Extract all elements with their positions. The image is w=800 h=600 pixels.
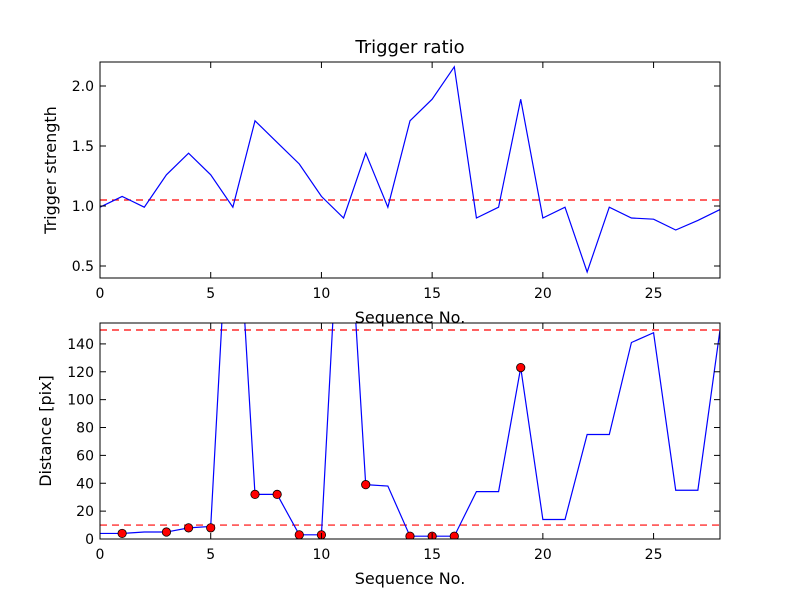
x-tick-label: 0 [96,547,105,563]
y-tick-label: 20 [76,504,94,520]
y-tick-label: 0.5 [72,259,94,275]
axes-frame-top [99,61,721,279]
plot-area-bottom [100,323,720,539]
data-point-marker [183,523,194,533]
series-line-0 [100,65,720,274]
x-tick-label: 20 [534,547,552,563]
x-tick-label: 25 [645,547,663,563]
subplot-trigger-ratio: Trigger ratio 0 5 10 15 20 25 0.5 1.0 1.5 2.0 Seq… [41,37,721,327]
y-tick-label: 60 [76,448,94,464]
y-axis-label-bottom: Distance [pix] [36,375,55,487]
x-tick-label: 15 [423,547,441,563]
data-point-marker [294,530,304,539]
x-tick-label: 5 [206,547,215,563]
x-tick-label: 20 [534,286,552,302]
x-tick-label: 25 [645,286,663,302]
x-tick-label: 15 [423,286,441,302]
y-tick-label: 140 [67,337,94,353]
y-tick-label: 120 [67,365,94,381]
y-tick-label: 40 [76,476,94,492]
data-point-marker [117,528,127,539]
x-tick-label: 10 [313,547,331,563]
chart-title: Trigger ratio [354,37,464,58]
x-tick-label: 5 [206,286,215,302]
ticks-bottom: 0 5 10 15 20 25 0 20 40 60 80 100 120 140 [67,323,720,563]
ticks-top: 0 5 10 15 20 25 0.5 1.0 1.5 2.0 [72,62,720,302]
data-point-marker [516,362,526,373]
x-axis-label-bottom: Sequence No. [355,569,466,588]
axes-frame-bottom [99,322,721,540]
data-point-marker [250,489,260,500]
data-point-marker [161,527,172,537]
y-axis-label-top: Trigger strength [41,106,60,235]
y-tick-label: 2.0 [72,79,94,95]
data-point-marker [449,531,459,539]
y-tick-label: 1.0 [72,199,94,215]
x-tick-label: 10 [313,286,331,302]
y-tick-label: 80 [76,421,94,437]
data-point-marker [405,531,415,539]
y-tick-label: 100 [67,393,94,409]
data-point-marker [272,489,282,500]
data-point-marker [361,480,371,490]
plot-area-top [100,65,720,274]
subplot-distance: 0 5 10 15 20 25 0 20 40 60 80 100 120 140 Sequence No… [36,322,721,588]
y-tick-label: 1.5 [72,139,94,155]
x-tick-label: 0 [96,286,105,302]
x-axis-label-top: Sequence No. [355,308,466,327]
y-tick-label: 0 [85,532,94,548]
data-point-marker [206,523,216,533]
